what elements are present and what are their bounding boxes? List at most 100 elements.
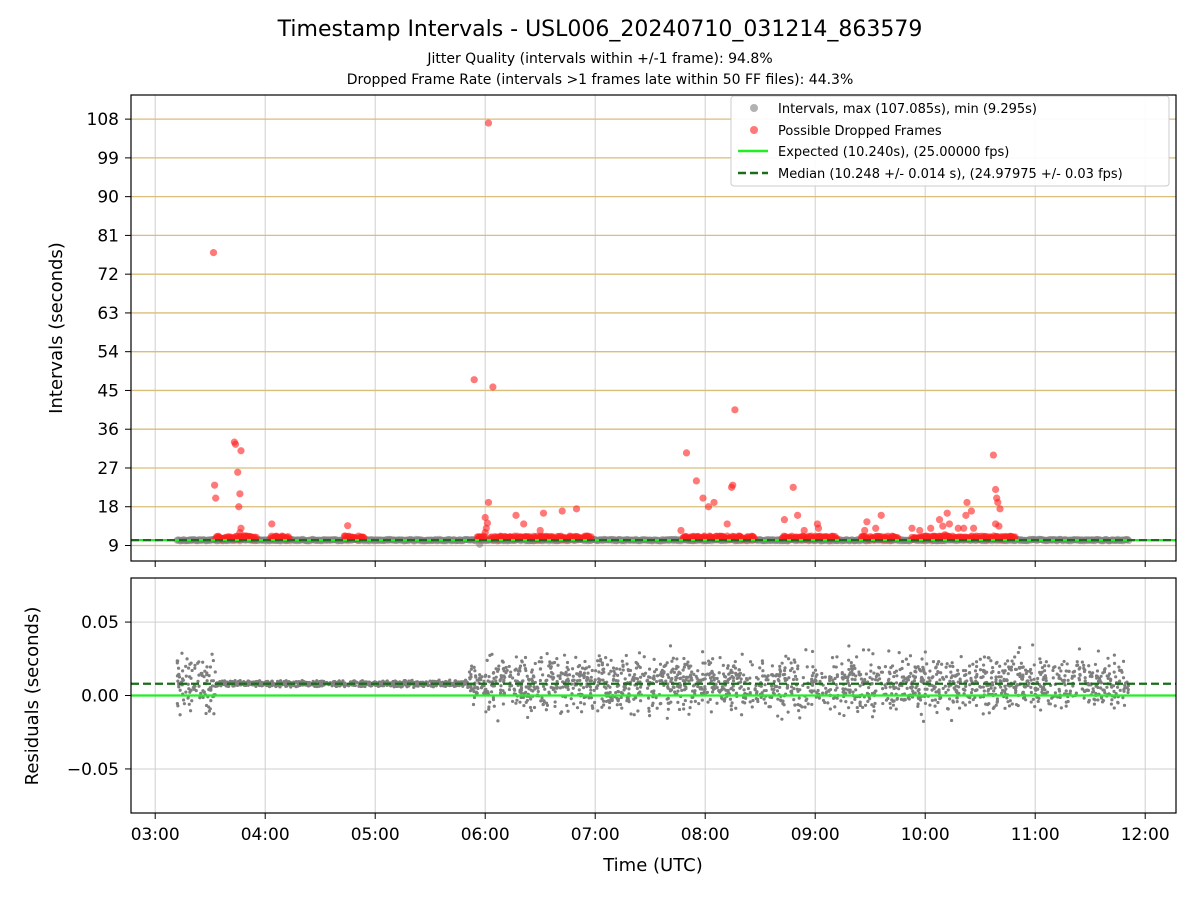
residual-point xyxy=(646,696,651,700)
residual-point xyxy=(810,677,814,681)
residual-point xyxy=(600,697,604,701)
residual-point xyxy=(973,669,978,673)
residual-point xyxy=(586,671,590,675)
residual-point xyxy=(863,677,867,682)
residual-point xyxy=(788,668,793,673)
residual-point xyxy=(820,671,824,676)
top-ytick-label: 36 xyxy=(97,420,119,440)
residual-point xyxy=(693,691,697,696)
residual-point xyxy=(753,688,757,692)
residual-point xyxy=(909,671,913,675)
residual-point xyxy=(897,651,901,655)
residual-point xyxy=(682,675,686,679)
residual-point xyxy=(892,674,896,679)
x-tick-label: 03:00 xyxy=(131,825,180,845)
residual-point xyxy=(647,709,651,713)
residual-point xyxy=(793,674,798,678)
dropped-frame-point xyxy=(234,468,242,476)
residual-point xyxy=(654,667,659,672)
residual-point xyxy=(320,682,324,686)
bottom-ytick-label: 0.00 xyxy=(81,687,119,707)
residual-point xyxy=(859,672,863,677)
residual-point xyxy=(494,679,498,683)
residual-point xyxy=(739,677,743,681)
residual-point xyxy=(589,696,594,700)
residual-point xyxy=(1107,664,1111,668)
residual-point xyxy=(1007,704,1012,708)
residual-point xyxy=(692,672,696,676)
residual-point xyxy=(974,703,979,708)
residual-point xyxy=(887,670,891,674)
residual-point xyxy=(935,662,940,666)
residual-point xyxy=(519,695,523,700)
residual-point xyxy=(623,686,628,690)
residual-point xyxy=(504,671,508,675)
residual-point xyxy=(949,718,954,723)
residual-point xyxy=(676,673,680,677)
residual-point xyxy=(529,708,534,713)
residual-point xyxy=(595,659,600,663)
residual-point xyxy=(1064,700,1068,704)
residual-point xyxy=(850,701,854,705)
residual-point xyxy=(546,674,551,678)
chart-subtitle-dropped: Dropped Frame Rate (intervals >1 frames … xyxy=(347,72,854,88)
residual-point xyxy=(1043,688,1047,692)
residual-point xyxy=(589,688,593,692)
residual-point xyxy=(711,657,715,661)
residual-point xyxy=(555,657,559,661)
dropped-frame-point xyxy=(710,498,718,507)
residual-point xyxy=(708,676,713,680)
residual-point xyxy=(609,658,613,662)
residual-point xyxy=(968,670,972,675)
residual-point xyxy=(583,659,587,664)
residual-point xyxy=(895,696,900,701)
residual-point xyxy=(992,689,996,693)
residual-point xyxy=(645,686,650,690)
residual-point xyxy=(820,675,824,680)
residual-point xyxy=(621,664,625,668)
residual-point xyxy=(875,672,879,676)
residual-point xyxy=(531,689,535,693)
residual-point xyxy=(776,677,780,682)
dropped-frame-point xyxy=(572,505,581,513)
residual-point xyxy=(1009,665,1014,669)
residual-point xyxy=(719,688,723,692)
residual-point xyxy=(676,700,680,704)
residual-point xyxy=(605,663,610,667)
residual-point xyxy=(698,686,702,690)
residual-point xyxy=(504,665,508,670)
chart-subtitle-jitter: Jitter Quality (intervals within +/-1 fr… xyxy=(426,51,772,67)
residual-point xyxy=(1044,660,1048,664)
residual-point xyxy=(1051,676,1055,680)
residual-point xyxy=(612,669,616,673)
residual-point xyxy=(758,666,762,670)
residual-point xyxy=(402,681,407,685)
residual-point xyxy=(967,664,972,668)
residual-point xyxy=(939,671,943,675)
dropped-frame-point xyxy=(963,498,971,507)
residual-point xyxy=(177,672,181,677)
residual-point xyxy=(981,663,986,667)
residual-point xyxy=(858,703,862,708)
dropped-frame-point xyxy=(536,526,544,535)
residual-point xyxy=(811,671,816,675)
residual-point xyxy=(658,662,663,666)
residual-point xyxy=(1112,653,1116,657)
residual-point xyxy=(407,684,411,688)
residual-point xyxy=(711,687,716,692)
residual-point xyxy=(306,681,310,685)
residual-point xyxy=(501,674,505,678)
residual-point xyxy=(489,690,494,694)
residual-point xyxy=(891,684,895,689)
residual-point xyxy=(1058,677,1063,681)
residual-point xyxy=(801,676,805,680)
dropped-frame-point xyxy=(954,524,962,532)
residual-point xyxy=(800,705,804,709)
residual-point xyxy=(541,673,545,677)
residual-point xyxy=(492,704,496,708)
residual-point xyxy=(792,698,796,702)
residual-point xyxy=(949,676,953,680)
residual-point xyxy=(933,685,937,689)
residual-point xyxy=(558,686,562,690)
residual-point xyxy=(1020,677,1024,681)
